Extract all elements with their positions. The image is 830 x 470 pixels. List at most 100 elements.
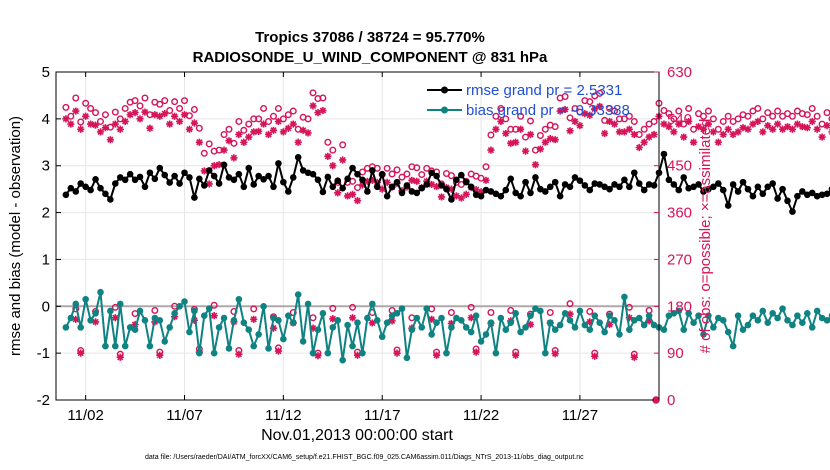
- rmse-point-103: [571, 174, 579, 181]
- bias-point-91: [512, 310, 519, 317]
- obs-assimilated-85: [482, 176, 490, 184]
- obs-assimilated-152: [813, 125, 821, 133]
- obs-assimilated-91: [512, 138, 520, 146]
- y-right-tick-label-7: 630: [667, 64, 692, 81]
- obs-possible-12: [121, 104, 129, 112]
- obs-assimilated-55: [334, 189, 342, 197]
- bias-point-53: [324, 349, 332, 357]
- bias-point-34: [230, 317, 238, 324]
- x-tick-label-0: 11/02: [67, 407, 103, 424]
- obs-assimilated-53: [324, 152, 332, 160]
- bias-point-136: [734, 312, 742, 319]
- obs-assimilated-70: [408, 176, 416, 184]
- obs-possible-52: [319, 94, 327, 102]
- obs-possible-71: [413, 164, 421, 172]
- rmse-point-52: [319, 188, 327, 196]
- bias-point-108: [596, 319, 603, 326]
- bias-point-31: [215, 324, 223, 331]
- obs-assimilated-52: [319, 106, 327, 115]
- rmse-point-143: [769, 180, 776, 187]
- bias-point-146: [784, 317, 791, 324]
- y-left-tick-label-6: 4: [42, 111, 50, 128]
- y-right-tick-label-3: 270: [667, 251, 692, 268]
- obs-assimilated-24: [180, 111, 189, 119]
- obs-assimilated-130: [704, 120, 713, 128]
- rmse-point-9: [107, 196, 114, 203]
- rmse-point-114: [626, 183, 633, 191]
- bias-point-149: [799, 319, 806, 326]
- rmse-point-88: [497, 192, 505, 200]
- obs-assimilated-65: [383, 178, 391, 186]
- obs-assimilated-mid-19: [432, 351, 441, 359]
- obs-assimilated-49: [304, 129, 312, 137]
- rmse-point-146: [784, 197, 791, 205]
- obs-assimilated-86: [487, 146, 495, 154]
- obs-possible-5: [87, 104, 95, 112]
- bias-point-54: [329, 324, 337, 331]
- bias-point-72: [418, 324, 426, 331]
- rmse-point-107: [591, 180, 599, 187]
- obs-assimilated-132: [714, 138, 722, 146]
- obs-possible-23: [176, 104, 184, 112]
- rmse-point-130: [705, 185, 712, 193]
- obs-assimilated-80: [457, 194, 465, 202]
- obs-possible-143: [769, 112, 777, 120]
- obs-assimilated-123: [670, 128, 678, 136]
- obs-assimilated-129: [699, 125, 708, 133]
- rmse-point-56: [339, 184, 346, 192]
- obs-assimilated-96: [536, 145, 544, 153]
- rmse-point-129: [700, 188, 707, 195]
- obs-assimilated-119: [650, 130, 658, 139]
- y-left-tick-label-7: 5: [42, 64, 50, 81]
- obs-possible-46: [289, 107, 297, 115]
- bias-point-123: [670, 310, 678, 317]
- bias-point-11: [116, 300, 124, 308]
- obs-possible-39: [255, 115, 263, 123]
- bias-point-67: [393, 310, 401, 317]
- rmse-point-10: [112, 180, 119, 187]
- rmse-point-15: [136, 173, 144, 181]
- bias-point-66: [388, 312, 396, 319]
- rmse-point-71: [413, 189, 421, 197]
- rmse-point-34: [230, 176, 238, 184]
- obs-assimilated-115: [630, 130, 638, 139]
- rmse-point-60: [359, 176, 366, 184]
- bias-point-90: [507, 319, 515, 326]
- bias-point-32: [220, 314, 228, 322]
- obs-possible-152: [813, 112, 821, 120]
- obs-assimilated-136: [734, 128, 742, 136]
- obs-assimilated-97: [541, 138, 549, 146]
- y-right-tick-label-2: 180: [667, 298, 692, 315]
- bias-point-81: [462, 324, 470, 331]
- rmse-point-61: [364, 188, 371, 195]
- obs-possible-27: [195, 124, 203, 132]
- bias-point-140: [754, 317, 762, 324]
- obs-assimilated-142: [764, 122, 772, 130]
- y-left-tick-label-1: -1: [37, 345, 50, 362]
- rmse-point-45: [285, 188, 292, 195]
- obs-assimilated-127: [689, 138, 698, 146]
- bias-point-75: [433, 319, 440, 326]
- obs-possible-130: [704, 107, 712, 115]
- obs-possible-42: [269, 112, 277, 120]
- obs-assimilated-140: [754, 117, 762, 126]
- chart-title-line2: RADIOSONDE_U_WIND_COMPONENT @ 831 hPa: [193, 49, 548, 66]
- obs-possible-85: [482, 163, 490, 171]
- obs-possible-78: [447, 172, 455, 180]
- obs-assimilated-mid-23: [512, 351, 520, 359]
- bias-point-63: [373, 317, 381, 324]
- rmse-point-8: [102, 190, 109, 198]
- obs-assimilated-113: [620, 128, 629, 136]
- obs-assimilated-111: [610, 120, 619, 128]
- obs-possible-66: [388, 170, 396, 178]
- obs-assimilated-mid-9: [235, 350, 243, 358]
- rmse-point-5: [87, 186, 94, 194]
- bias-point-148: [794, 312, 801, 319]
- rmse-point-106: [586, 186, 594, 194]
- bias-point-131: [710, 324, 717, 331]
- bias-point-76: [438, 314, 445, 322]
- obs-possible-32: [220, 130, 228, 138]
- rmse-point-21: [166, 179, 173, 186]
- rmse-point-113: [621, 176, 628, 184]
- bias-point-0: [62, 324, 70, 331]
